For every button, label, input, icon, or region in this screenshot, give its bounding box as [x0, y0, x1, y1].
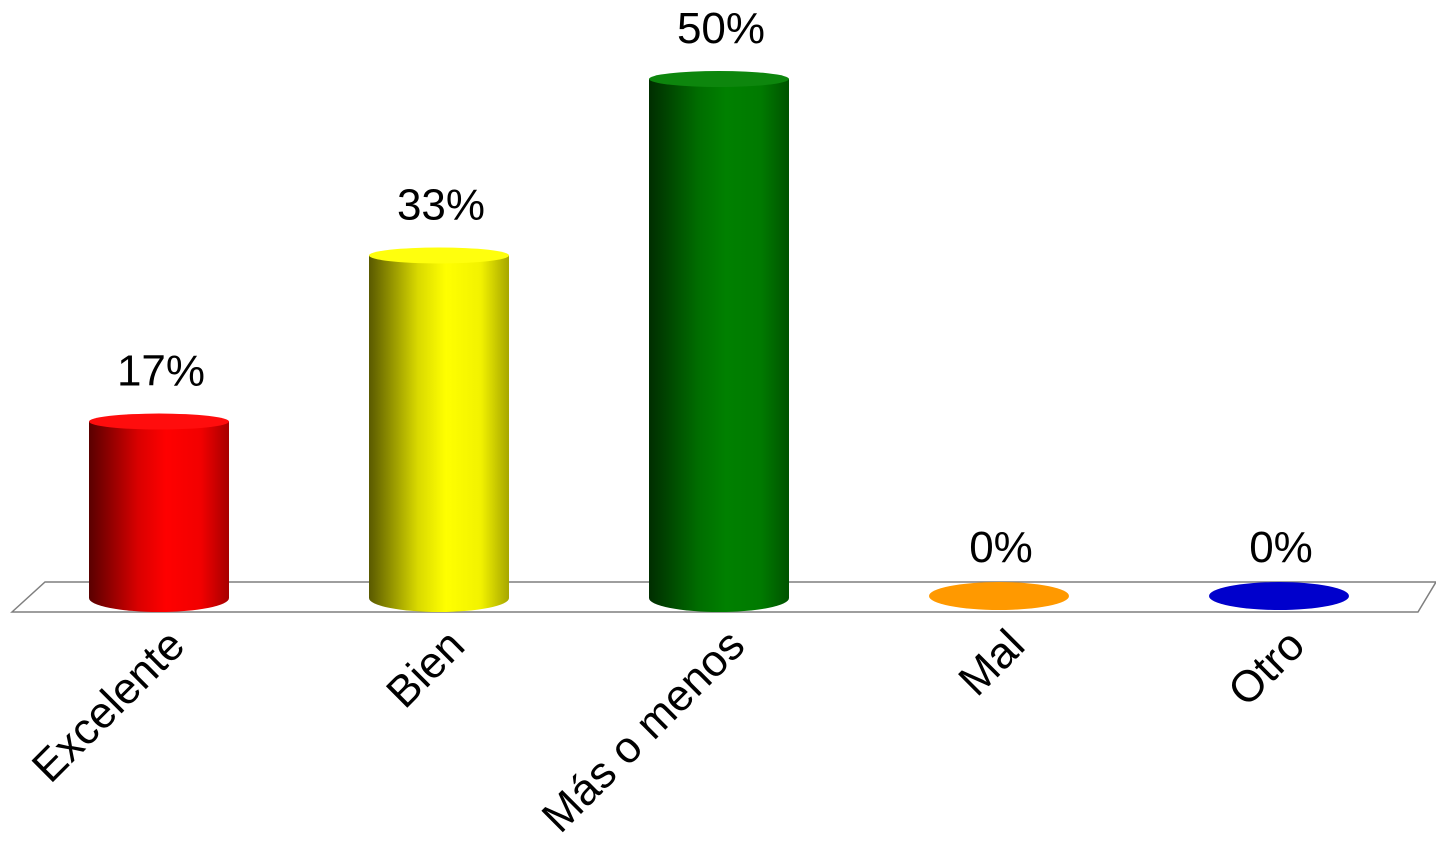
value-labels-layer: 17% 33% 50% 0% 0%	[117, 4, 1313, 572]
bars-layer	[89, 71, 1349, 612]
bar-disc	[1209, 582, 1349, 610]
bar-disc	[929, 582, 1069, 610]
category-label: Bien	[377, 620, 474, 717]
bar-body	[649, 79, 789, 612]
bar-top	[369, 247, 509, 264]
bar-body	[89, 421, 229, 612]
bar-top	[649, 71, 789, 87]
bar-mal	[929, 582, 1069, 610]
category-label: Más o menos	[533, 620, 754, 841]
category-label: Otro	[1219, 620, 1314, 715]
value-label: 0%	[1249, 523, 1313, 572]
value-label: 33%	[397, 180, 485, 229]
value-label: 50%	[677, 4, 765, 53]
category-labels-layer: Excelente Bien Más o menos Mal Otro	[23, 620, 1314, 841]
bar-excelente	[89, 413, 229, 612]
category-label: Mal	[949, 620, 1034, 705]
value-label: 17%	[117, 347, 205, 396]
category-label: Excelente	[23, 620, 194, 791]
bar-más-o-menos	[649, 71, 789, 612]
bar-otro	[1209, 582, 1349, 610]
bar-body	[369, 255, 509, 612]
bar-bien	[369, 247, 509, 612]
value-label: 0%	[969, 523, 1033, 572]
bar-top	[89, 413, 229, 430]
